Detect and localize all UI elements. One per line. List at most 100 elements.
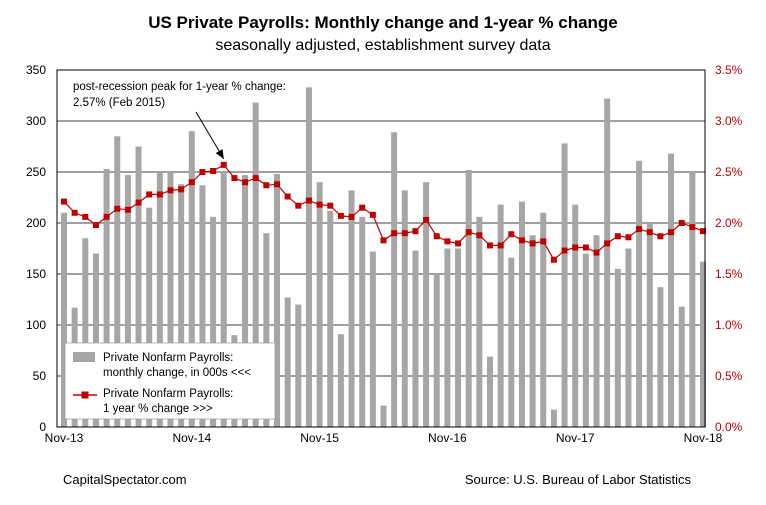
bar bbox=[220, 172, 227, 427]
bar bbox=[103, 168, 110, 427]
line-marker bbox=[71, 209, 78, 216]
legend-line-marker bbox=[81, 391, 89, 399]
line-marker bbox=[657, 233, 664, 240]
line-marker bbox=[646, 229, 653, 236]
left-tick-label: 0 bbox=[39, 420, 46, 434]
bar bbox=[689, 170, 696, 428]
line-marker bbox=[124, 206, 131, 213]
bar bbox=[167, 172, 174, 427]
line-marker bbox=[156, 191, 163, 198]
line-marker bbox=[529, 240, 536, 247]
left-tick-label: 300 bbox=[26, 114, 46, 128]
line-marker bbox=[668, 229, 675, 236]
line-marker bbox=[210, 167, 217, 174]
line-marker bbox=[167, 187, 174, 194]
line-marker bbox=[103, 213, 110, 220]
legend: Private Nonfarm Payrolls: monthly change… bbox=[64, 342, 276, 420]
bar bbox=[561, 143, 568, 427]
bar bbox=[529, 235, 536, 427]
right-tick-label: 0.5% bbox=[715, 369, 743, 383]
bar bbox=[327, 210, 334, 427]
bar bbox=[316, 182, 323, 427]
bar bbox=[604, 98, 611, 427]
bar bbox=[572, 204, 579, 427]
legend-line-label-2: 1 year % change >>> bbox=[103, 403, 213, 415]
right-tick-label: 3.5% bbox=[715, 63, 743, 77]
line-marker bbox=[316, 201, 323, 208]
line-marker bbox=[678, 220, 685, 226]
bar bbox=[156, 172, 163, 427]
line-marker bbox=[391, 230, 398, 237]
left-tick-label: 50 bbox=[33, 369, 47, 383]
bar bbox=[540, 212, 547, 427]
legend-bar-label-1: Private Nonfarm Payrolls: bbox=[103, 352, 233, 364]
bar bbox=[412, 250, 419, 427]
bar bbox=[284, 297, 291, 427]
bar bbox=[550, 409, 557, 427]
right-tick-label: 1.5% bbox=[715, 267, 743, 281]
line-marker bbox=[327, 202, 334, 209]
annotation-line1: post-recession peak for 1-year % change: bbox=[73, 81, 286, 93]
line-marker bbox=[380, 237, 387, 244]
bar bbox=[614, 268, 621, 427]
footer-right: Source: U.S. Bureau of Labor Statistics bbox=[465, 472, 692, 487]
bar bbox=[476, 216, 483, 427]
bar bbox=[188, 131, 195, 427]
right-tick-label: 2.5% bbox=[715, 165, 743, 179]
line-marker bbox=[82, 213, 89, 220]
right-axis-ticks: 0.0% 0.5% 1.0% 1.5% 2.0% 2.5% 3.0% 3.5% bbox=[715, 63, 743, 434]
line-marker bbox=[146, 191, 153, 198]
right-tick-label: 2.0% bbox=[715, 216, 743, 230]
line-marker bbox=[231, 175, 238, 182]
x-tick-label: Nov-15 bbox=[300, 431, 339, 445]
x-tick-label: Nov-18 bbox=[684, 431, 723, 445]
line-marker bbox=[508, 231, 515, 238]
line-marker bbox=[700, 228, 706, 235]
annotation-arrow-shaft bbox=[195, 111, 225, 160]
bar bbox=[444, 248, 451, 427]
line-marker bbox=[242, 179, 249, 186]
line-marker bbox=[423, 216, 430, 223]
bar bbox=[508, 257, 515, 427]
bar bbox=[92, 253, 99, 427]
bar bbox=[61, 212, 67, 427]
line-marker bbox=[178, 186, 185, 193]
line-marker bbox=[295, 202, 302, 209]
line-marker bbox=[274, 181, 280, 188]
line-marker bbox=[199, 169, 206, 175]
bar bbox=[146, 207, 153, 427]
line-marker bbox=[305, 197, 312, 204]
bar bbox=[199, 185, 206, 427]
left-tick-label: 100 bbox=[26, 318, 46, 332]
bar bbox=[274, 174, 280, 427]
bar bbox=[700, 261, 706, 427]
x-tick-label: Nov-17 bbox=[556, 431, 595, 445]
line-marker bbox=[636, 226, 643, 233]
bar bbox=[242, 175, 249, 427]
plot-area-border bbox=[56, 69, 706, 428]
bar bbox=[369, 251, 376, 427]
line-marker bbox=[135, 199, 142, 206]
bar bbox=[636, 160, 643, 427]
line-marker bbox=[337, 212, 344, 219]
left-tick-label: 350 bbox=[26, 63, 46, 77]
bar bbox=[582, 253, 589, 427]
bar bbox=[487, 356, 493, 427]
x-tick-label: Nov-13 bbox=[45, 431, 84, 445]
bar bbox=[263, 233, 270, 427]
right-tick-label: 3.0% bbox=[715, 114, 743, 128]
line-marker bbox=[401, 230, 408, 237]
x-tick-label: Nov-14 bbox=[172, 431, 211, 445]
legend-bar-label-2: monthly change, in 000s <<< bbox=[103, 367, 251, 379]
bar bbox=[646, 223, 653, 427]
bar bbox=[337, 334, 344, 427]
bar bbox=[380, 405, 387, 427]
bar bbox=[114, 136, 121, 428]
x-axis-ticks: Nov-13 Nov-14 Nov-15 Nov-16 Nov-17 Nov-18 bbox=[45, 431, 723, 445]
line-marker bbox=[497, 242, 504, 249]
line-marker bbox=[476, 232, 483, 239]
bar bbox=[401, 190, 408, 427]
left-tick-label: 250 bbox=[26, 165, 46, 179]
bar bbox=[295, 304, 302, 427]
